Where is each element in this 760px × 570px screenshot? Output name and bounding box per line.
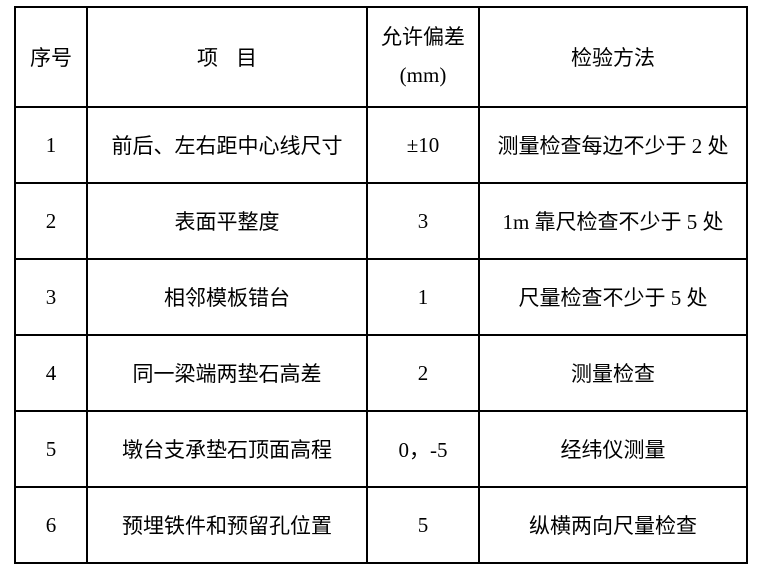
- cell-seq: 4: [15, 335, 87, 411]
- table-row: 2 表面平整度 3 1m 靠尺检查不少于 5 处: [15, 183, 747, 259]
- cell-item: 预埋铁件和预留孔位置: [87, 487, 367, 563]
- header-tolerance: 允许偏差 (mm): [367, 7, 479, 107]
- header-item: 项目: [87, 7, 367, 107]
- table-row: 4 同一梁端两垫石高差 2 测量检查: [15, 335, 747, 411]
- cell-seq: 2: [15, 183, 87, 259]
- cell-method: 经纬仪测量: [479, 411, 747, 487]
- cell-seq: 6: [15, 487, 87, 563]
- cell-item: 相邻模板错台: [87, 259, 367, 335]
- cell-seq: 5: [15, 411, 87, 487]
- cell-item: 表面平整度: [87, 183, 367, 259]
- table-row: 6 预埋铁件和预留孔位置 5 纵横两向尺量检查: [15, 487, 747, 563]
- cell-seq: 3: [15, 259, 87, 335]
- cell-tolerance: ±10: [367, 107, 479, 183]
- cell-tolerance: 5: [367, 487, 479, 563]
- cell-method: 尺量检查不少于 5 处: [479, 259, 747, 335]
- cell-item: 墩台支承垫石顶面高程: [87, 411, 367, 487]
- tolerance-table-container: 序号 项目 允许偏差 (mm) 检验方法 1 前后、左右距中心线尺寸: [14, 6, 746, 564]
- table-row: 5 墩台支承垫石顶面高程 0，-5 经纬仪测量: [15, 411, 747, 487]
- header-item-char-2: 目: [236, 46, 275, 70]
- header-tolerance-line2: (mm): [400, 57, 447, 95]
- header-tolerance-line1: 允许偏差: [381, 19, 465, 57]
- table-header-row: 序号 项目 允许偏差 (mm) 检验方法: [15, 7, 747, 107]
- cell-method: 1m 靠尺检查不少于 5 处: [479, 183, 747, 259]
- cell-method: 测量检查每边不少于 2 处: [479, 107, 747, 183]
- header-item-char-1: 项: [197, 46, 236, 70]
- cell-tolerance: 3: [367, 183, 479, 259]
- cell-method: 测量检查: [479, 335, 747, 411]
- cell-item: 同一梁端两垫石高差: [87, 335, 367, 411]
- cell-tolerance: 0，-5: [367, 411, 479, 487]
- header-seq: 序号: [15, 7, 87, 107]
- cell-item: 前后、左右距中心线尺寸: [87, 107, 367, 183]
- cell-seq: 1: [15, 107, 87, 183]
- cell-method: 纵横两向尺量检查: [479, 487, 747, 563]
- header-method: 检验方法: [479, 7, 747, 107]
- tolerance-table: 序号 项目 允许偏差 (mm) 检验方法 1 前后、左右距中心线尺寸: [14, 6, 748, 564]
- table-row: 3 相邻模板错台 1 尺量检查不少于 5 处: [15, 259, 747, 335]
- cell-tolerance: 2: [367, 335, 479, 411]
- cell-tolerance: 1: [367, 259, 479, 335]
- table-row: 1 前后、左右距中心线尺寸 ±10 测量检查每边不少于 2 处: [15, 107, 747, 183]
